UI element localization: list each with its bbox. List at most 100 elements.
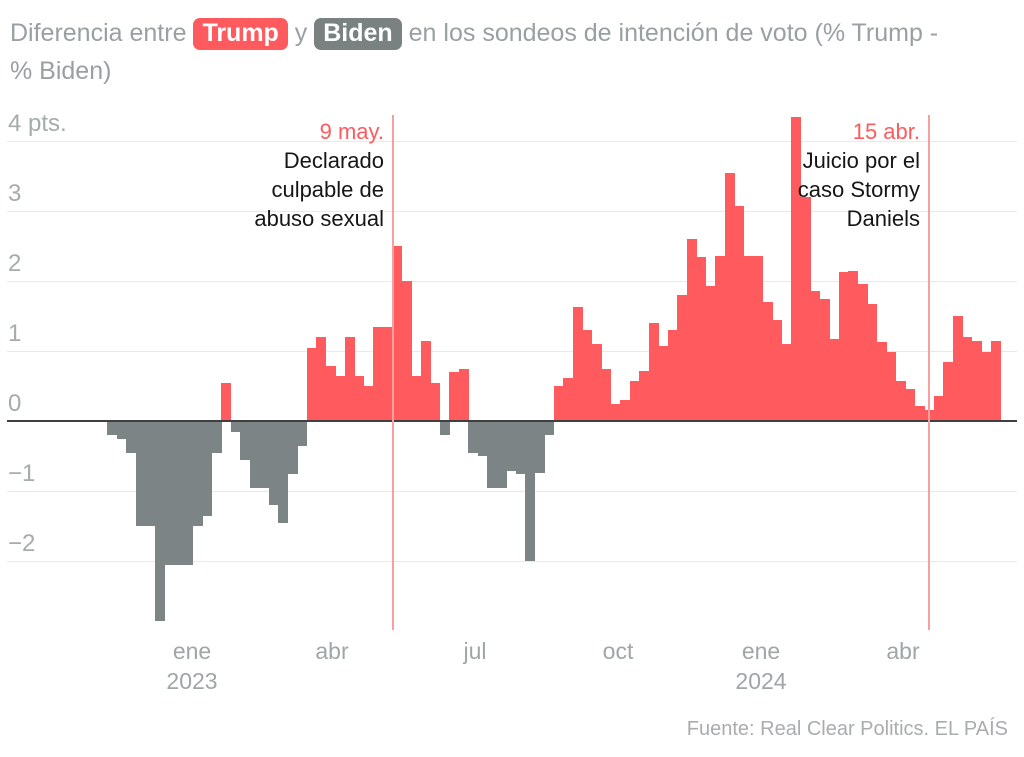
bar-trump: [344, 337, 355, 421]
bar-biden: [544, 421, 555, 435]
bar-trump: [743, 255, 754, 421]
bar-trump: [221, 382, 232, 421]
bar-trump: [943, 362, 954, 421]
event-text-line: caso Stormy: [797, 177, 920, 202]
bar-biden: [240, 421, 251, 460]
event-text-line: Daniels: [846, 206, 920, 231]
bar-biden: [525, 421, 536, 561]
x-axis-month: jul: [463, 638, 487, 664]
gridline: [7, 351, 1017, 352]
bar-trump: [458, 368, 469, 421]
bar-biden: [154, 421, 165, 621]
gridline: [7, 281, 1017, 282]
y-axis-label: 1: [8, 320, 22, 347]
x-axis-label: abr: [262, 636, 402, 666]
x-axis-month: abr: [886, 638, 920, 664]
bar-trump: [848, 270, 859, 421]
bar-trump: [705, 285, 716, 421]
bar-trump: [335, 375, 346, 421]
bar-trump: [430, 382, 441, 421]
gridline: [7, 141, 1017, 142]
bar-trump: [686, 239, 697, 421]
bar-trump: [990, 340, 1001, 421]
biden-legend-badge: Biden: [314, 18, 402, 50]
bar-trump: [734, 206, 745, 421]
chart-title-line1: Diferencia entre Trump y Biden en los so…: [10, 14, 1014, 52]
bar-trump: [971, 340, 982, 421]
bar-trump: [886, 351, 897, 421]
bar-trump: [658, 346, 669, 421]
bar-biden: [287, 421, 298, 474]
bar-trump: [724, 172, 735, 421]
x-axis-month: ene: [172, 638, 212, 664]
event-text-line: culpable de: [271, 177, 384, 202]
bar-trump: [962, 337, 973, 421]
bar-trump: [876, 341, 887, 421]
bar-trump: [781, 344, 792, 421]
bar-trump: [392, 246, 403, 421]
bar-trump: [601, 368, 612, 421]
bar-trump: [553, 386, 564, 421]
x-axis-month: abr: [315, 638, 349, 664]
bar-trump: [306, 347, 317, 421]
bar-trump: [572, 306, 583, 421]
bar-trump: [753, 255, 764, 421]
bar-biden: [173, 421, 184, 565]
bar-trump: [411, 375, 422, 421]
y-axis-label: 0: [8, 390, 22, 417]
x-axis-label: abr: [833, 636, 973, 666]
bar-trump: [715, 255, 726, 421]
bar-biden: [211, 421, 222, 453]
chart-title-line2: % Biden): [10, 57, 112, 85]
x-axis-label: jul: [405, 636, 545, 666]
bar-biden: [278, 421, 289, 523]
bar-biden: [107, 421, 118, 435]
x-axis-year: 2023: [166, 668, 218, 694]
event-marker-line: [928, 115, 930, 630]
bar-biden: [145, 421, 156, 526]
event-annotation: 15 abr. Juicio por el caso Stormy Daniels: [798, 117, 920, 233]
gridline: [7, 211, 1017, 212]
bar-trump: [819, 299, 830, 421]
zero-axis-line: [7, 420, 1017, 422]
bar-biden: [534, 421, 545, 473]
bar-trump: [582, 330, 593, 421]
bar-biden: [259, 421, 270, 488]
bar-trump: [800, 197, 811, 421]
title-text-part1: Diferencia entre: [10, 19, 187, 47]
bar-trump: [316, 337, 327, 421]
bar-trump: [382, 326, 393, 421]
bar-trump: [838, 271, 849, 421]
source-credit: Fuente: Real Clear Politics. EL PAÍS: [686, 718, 1008, 740]
bar-trump: [363, 386, 374, 421]
bar-biden: [496, 421, 507, 488]
bar-biden: [297, 421, 308, 446]
bar-biden: [249, 421, 260, 488]
bar-trump: [449, 372, 460, 421]
y-axis-label: 2: [8, 250, 22, 277]
event-text-line: abuso sexual: [254, 206, 384, 231]
bar-biden: [192, 421, 203, 526]
x-axis-month: oct: [602, 638, 634, 664]
bar-biden: [135, 421, 146, 526]
bar-trump: [677, 295, 688, 421]
bar-trump: [325, 366, 336, 421]
bar-biden: [116, 421, 127, 439]
event-date-label: 9 may.: [319, 119, 384, 144]
bar-biden: [439, 421, 450, 435]
bar-biden: [202, 421, 213, 516]
y-axis-label: −2: [8, 530, 36, 557]
bar-trump: [373, 326, 384, 421]
bar-trump: [867, 304, 878, 421]
bar-trump: [829, 339, 840, 421]
x-axis-label: ene 2024: [691, 636, 831, 696]
x-axis-label: ene 2023: [122, 636, 262, 696]
title-connector: y: [294, 19, 308, 47]
bar-trump: [610, 403, 621, 421]
bar-trump: [933, 395, 944, 421]
bar-biden: [468, 421, 479, 453]
x-axis-label: oct: [548, 636, 688, 666]
bar-trump: [895, 381, 906, 421]
bar-trump: [648, 323, 659, 421]
bar-trump: [563, 377, 574, 421]
